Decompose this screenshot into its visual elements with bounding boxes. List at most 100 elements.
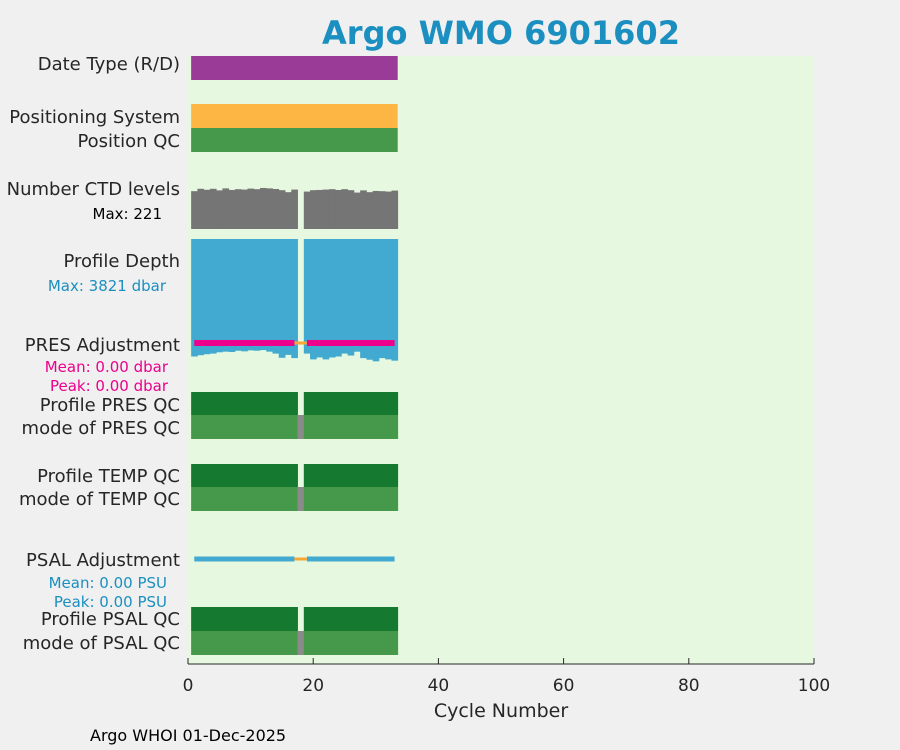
temp-qc-profile-cycle-22 [322, 464, 330, 487]
temp-qc-mode-cycle-11 [253, 487, 261, 511]
pres-qc-mode-cycle-13 [266, 415, 273, 439]
psal-qc-profile-cycle-3 [203, 607, 211, 631]
row-label-positioning-system: Positioning System [9, 107, 180, 128]
temp-qc-mode-cycle-1 [191, 487, 198, 511]
row-label-profile-psal-qc: Profile PSAL QC [41, 609, 180, 630]
temp-qc-profile-cycle-8 [234, 464, 242, 487]
ctd-bar-cycle-6 [222, 188, 230, 229]
ctd-bar-cycle-15 [278, 190, 286, 229]
ctd-bar-cycle-33 [391, 190, 399, 229]
depth-bar-cycle-20 [310, 239, 317, 360]
temp-qc-profile-cycle-3 [203, 464, 211, 487]
pres-qc-profile-cycle-33 [391, 392, 399, 415]
temp-qc-mode-cycle-31 [378, 487, 386, 511]
data-bars [191, 56, 399, 655]
ctd-bar-cycle-8 [234, 189, 242, 229]
pres-qc-profile-cycle-1 [191, 392, 198, 415]
psal-qc-profile-cycle-11 [253, 607, 261, 631]
psal-qc-mode-cycle-15 [278, 631, 286, 655]
ctd-bar-cycle-12 [259, 187, 267, 229]
psal-qc-mode-cycle-16 [285, 631, 292, 655]
psal-qc-mode-cycle-13 [266, 631, 273, 655]
temp-qc-profile-cycle-4 [209, 464, 217, 487]
depth-bar-cycle-1 [191, 239, 198, 357]
ctd-bar-cycle-27 [353, 192, 361, 229]
psal-qc-mode-cycle-2 [197, 631, 205, 655]
row-label-mode-pres-qc: mode of PRES QC [22, 418, 180, 439]
depth-bar-cycle-24 [335, 239, 342, 357]
temp-qc-profile-cycle-26 [347, 464, 355, 487]
pres-qc-mode-cycle-16 [285, 415, 292, 439]
psal-qc-mode-cycle-30 [372, 631, 380, 655]
depth-bar-cycle-19 [303, 239, 311, 354]
ctd-bar-cycle-17 [291, 189, 298, 229]
temp-qc-mode-cycle-28 [360, 487, 367, 511]
pres-qc-mode-cycle-33 [391, 415, 399, 439]
ctd-bar-cycle-28 [360, 190, 367, 229]
psal-qc-profile-cycle-20 [310, 607, 317, 631]
psal-qc-profile-cycle-27 [353, 607, 361, 631]
ctd-bar-cycle-5 [216, 190, 223, 229]
pres-qc-profile-cycle-2 [197, 392, 205, 415]
psal-qc-profile-cycle-9 [241, 607, 248, 631]
pres-qc-mode-cycle-12 [259, 415, 267, 439]
depth-bar-cycle-5 [216, 239, 223, 353]
ctd-bar-cycle-16 [285, 192, 292, 229]
psal-qc-profile-cycle-23 [328, 607, 336, 631]
x-tick-label-0: 0 [183, 676, 194, 696]
pres-qc-profile-cycle-31 [378, 392, 386, 415]
psal-qc-profile-cycle-7 [228, 607, 236, 631]
psal-qc-profile-cycle-15 [278, 607, 286, 631]
depth-bar-cycle-28 [360, 239, 367, 359]
depth-bar-cycle-31 [378, 239, 386, 359]
psal-qc-profile-cycle-28 [360, 607, 367, 631]
pres-qc-mode-cycle-17 [291, 415, 298, 439]
pres-qc-mode-cycle-14 [272, 415, 280, 439]
row-label-pres-adjustment: PRES Adjustment [25, 335, 180, 356]
pres-qc-mode-cycle-32 [385, 415, 392, 439]
depth-bar-cycle-7 [228, 239, 236, 352]
x-axis: 0 20 40 60 80 100 [183, 658, 830, 696]
ctd-bar-cycle-19 [303, 191, 311, 229]
bar-date-type [191, 56, 398, 80]
pres-qc-profile-cycle-17 [291, 392, 298, 415]
pres-qc-profile-cycle-29 [366, 392, 374, 415]
ctd-bar-cycle-21 [316, 189, 323, 229]
temp-qc-mode-cycle-8 [234, 487, 242, 511]
annotation-pres-peak: Peak: 0.00 dbar [50, 377, 169, 395]
depth-bar-cycle-25 [341, 239, 349, 354]
ctd-bar-cycle-3 [203, 189, 211, 229]
psal-qc-profile-cycle-14 [272, 607, 280, 631]
depth-bar-cycle-16 [285, 239, 292, 355]
temp-qc-profile-cycle-19 [303, 464, 311, 487]
temp-qc-profile-cycle-23 [328, 464, 336, 487]
psal-qc-profile-cycle-12 [259, 607, 267, 631]
bar-position-qc [191, 128, 398, 152]
pres-qc-profile-cycle-15 [278, 392, 286, 415]
pres-qc-profile-cycle-7 [228, 392, 236, 415]
temp-qc-mode-cycle-5 [216, 487, 223, 511]
pres-qc-mode-cycle-22 [322, 415, 330, 439]
psal-qc-profile-cycle-6 [222, 607, 230, 631]
temp-qc-profile-cycle-16 [285, 464, 292, 487]
psal-qc-profile-cycle-2 [197, 607, 205, 631]
psal-qc-mode-cycle-5 [216, 631, 223, 655]
temp-qc-profile-cycle-17 [291, 464, 298, 487]
row-label-profile-temp-qc: Profile TEMP QC [37, 466, 180, 487]
temp-qc-profile-cycle-7 [228, 464, 236, 487]
bar-positioning-system [191, 104, 398, 128]
pres-qc-profile-cycle-13 [266, 392, 273, 415]
temp-qc-profile-cycle-28 [360, 464, 367, 487]
row-label-ctd-levels: Number CTD levels [7, 179, 180, 200]
temp-qc-mode-cycle-32 [385, 487, 392, 511]
annotation-depth-max: Max: 3821 dbar [48, 277, 167, 295]
psal-qc-profile-cycle-22 [322, 607, 330, 631]
temp-qc-profile-cycle-24 [335, 464, 342, 487]
pres-qc-mode-cycle-1 [191, 415, 198, 439]
pres-qc-profile-cycle-32 [385, 392, 392, 415]
row-label-position-qc: Position QC [77, 131, 180, 152]
pres-qc-profile-cycle-12 [259, 392, 267, 415]
pres-qc-profile-cycle-23 [328, 392, 336, 415]
pres-qc-profile-cycle-24 [335, 392, 342, 415]
